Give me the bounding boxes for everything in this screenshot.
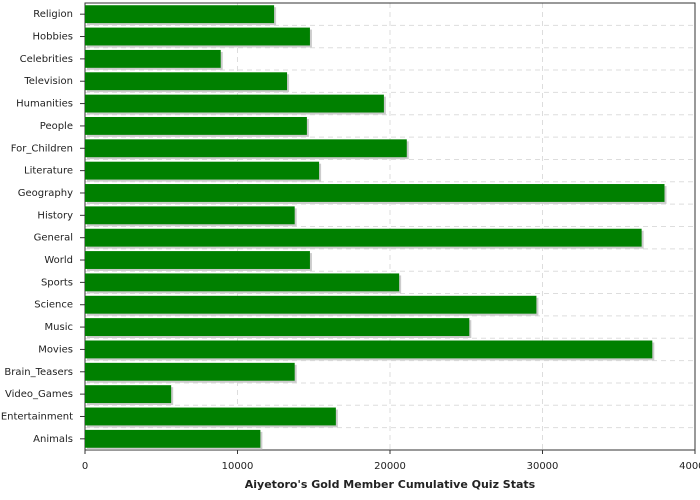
y-tick-label: Sports (41, 277, 73, 288)
x-tick-label: 20000 (374, 461, 406, 472)
y-tick-label: Movies (38, 344, 73, 355)
y-tick-label: Humanities (16, 99, 73, 110)
bar (85, 116, 307, 135)
bar (85, 94, 384, 113)
y-tick-label: People (40, 121, 73, 132)
y-tick-label: Video_Games (5, 389, 73, 400)
bar (85, 5, 275, 24)
y-tick-label: General (34, 233, 73, 244)
bar (85, 362, 295, 381)
y-tick-label: Animals (33, 434, 73, 445)
bar (85, 139, 407, 158)
y-tick-label: Hobbies (33, 32, 73, 43)
y-tick-label: Television (23, 76, 73, 87)
bar (85, 407, 336, 426)
y-tick-label: Celebrities (20, 54, 73, 65)
y-tick-label: For_Children (11, 143, 73, 154)
y-tick-label: Science (34, 300, 73, 311)
bar (85, 340, 653, 359)
bar (85, 251, 310, 269)
x-tick-label: 0 (82, 461, 88, 472)
bar (85, 49, 221, 68)
bar (85, 27, 310, 46)
x-tick-label: 40000 (679, 461, 700, 472)
chart-title: Aiyetoro's Gold Member Cumulative Quiz S… (245, 478, 536, 491)
y-tick-label: Entertainment (1, 411, 73, 422)
bar (85, 295, 537, 314)
bar (85, 385, 172, 404)
y-tick-label: World (44, 255, 73, 266)
x-tick-label: 30000 (527, 461, 559, 472)
bar (85, 429, 261, 448)
bar (85, 184, 665, 202)
y-tick-label: Brain_Teasers (4, 367, 73, 378)
bar (85, 72, 288, 91)
bar (85, 228, 642, 247)
y-tick-label: History (37, 210, 73, 221)
plot-frame (84, 2, 696, 451)
y-tick-label: Literature (24, 166, 73, 177)
y-tick-label: Geography (18, 188, 73, 199)
bar (85, 161, 320, 180)
bar (85, 273, 400, 292)
y-tick-label: Religion (33, 9, 73, 20)
bar (85, 206, 295, 225)
bar (85, 318, 470, 337)
y-tick-label: Music (45, 322, 73, 333)
x-tick-label: 10000 (222, 461, 254, 472)
